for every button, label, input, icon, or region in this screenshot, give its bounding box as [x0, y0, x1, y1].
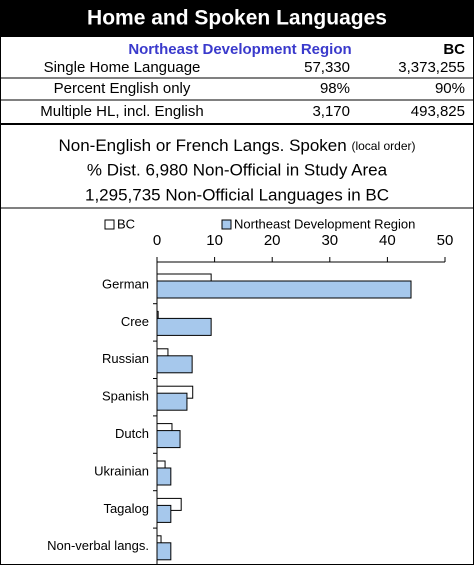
y-tick-label: Cree: [121, 314, 149, 329]
note: Non-English or French Langs. Spoken (loc…: [59, 136, 416, 155]
title-bar: [0, 0, 474, 37]
x-tick-label: 10: [206, 232, 223, 249]
y-tick-label: Spanish: [102, 389, 149, 404]
bar: [156, 355, 193, 374]
row-label: Percent English only: [54, 80, 191, 97]
cell: 57,330: [304, 59, 350, 76]
bar: [156, 392, 188, 411]
cell: 493,825: [411, 103, 465, 120]
legend-swatch: [221, 219, 232, 230]
bar: [156, 542, 172, 561]
cell: 3,373,255: [398, 59, 465, 76]
note-text: Non-English or French Langs. Spoken: [59, 136, 347, 155]
bar: [156, 317, 212, 336]
x-tick-label: 20: [264, 232, 281, 249]
bar: [156, 430, 181, 449]
y-tick-label: Non-verbal langs.: [47, 538, 149, 553]
table-header: BC: [443, 41, 465, 58]
bar: [156, 467, 172, 486]
cell: 90%: [435, 80, 465, 97]
x-tick-label: 30: [321, 232, 338, 249]
bar: [156, 504, 172, 523]
row-label: Single Home Language: [44, 59, 201, 76]
legend-swatch: [104, 219, 115, 230]
note-small: (local order): [351, 139, 415, 153]
y-tick-label: Ukrainian: [94, 463, 149, 478]
y-tick-label: German: [102, 276, 149, 291]
y-tick-label: Russian: [102, 351, 149, 366]
row-label: Multiple HL, incl. English: [40, 103, 203, 120]
cell: 3,170: [312, 103, 350, 120]
y-tick-label: Dutch: [115, 426, 149, 441]
bar: [156, 280, 412, 299]
note: % Dist. 6,980 Non-Official in Study Area: [87, 160, 388, 179]
cell: 98%: [320, 80, 350, 97]
y-tick-label: Tagalog: [103, 501, 149, 516]
x-tick-label: 0: [153, 232, 161, 249]
note: 1,295,735 Non-Official Languages in BC: [85, 185, 389, 204]
legend-label: Northeast Development Region: [234, 216, 415, 231]
x-tick-label: 40: [379, 232, 396, 249]
legend-label: BC: [117, 216, 135, 231]
x-tick-label: 50: [437, 232, 454, 249]
table-header: Northeast Development Region: [128, 41, 351, 58]
title: Home and Spoken Languages: [87, 7, 387, 30]
